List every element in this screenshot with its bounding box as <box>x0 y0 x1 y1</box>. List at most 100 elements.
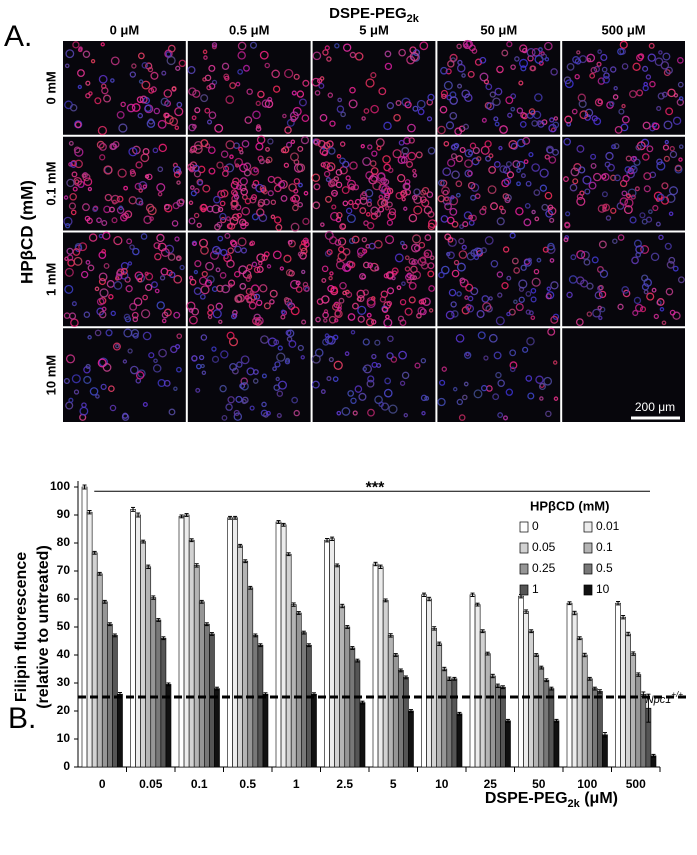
cell <box>439 105 448 114</box>
cell <box>520 112 527 119</box>
cell <box>622 289 631 298</box>
bar <box>392 654 399 768</box>
error-bar <box>485 651 490 656</box>
cell <box>572 178 579 185</box>
cell <box>297 202 303 208</box>
error-bar <box>582 652 587 658</box>
cell <box>113 281 123 290</box>
cell <box>311 380 320 389</box>
cell <box>351 235 360 244</box>
bar <box>117 693 123 768</box>
cell <box>653 313 659 320</box>
cell <box>234 295 242 303</box>
cell <box>518 58 529 68</box>
cell <box>322 338 330 346</box>
panel-label: A. <box>4 20 32 53</box>
cell <box>135 371 145 380</box>
panel-header: DSPE-PEG2k <box>329 5 420 25</box>
error-bar <box>296 611 301 615</box>
cell <box>206 119 213 125</box>
cell <box>291 396 299 404</box>
cell <box>344 351 350 357</box>
cell <box>388 207 397 216</box>
cell <box>176 198 185 207</box>
cell <box>161 318 167 324</box>
cell <box>476 156 482 162</box>
cell <box>663 69 671 77</box>
cell <box>69 103 78 112</box>
cell <box>225 403 233 411</box>
bar <box>359 702 366 768</box>
micrograph <box>562 232 685 327</box>
cell <box>259 284 268 293</box>
cell <box>513 267 521 274</box>
cell <box>333 360 343 370</box>
cell <box>286 301 293 308</box>
cell <box>576 196 586 206</box>
cell <box>82 50 91 58</box>
cell <box>467 170 473 177</box>
cell <box>171 86 177 92</box>
cell <box>255 142 264 151</box>
bar <box>86 511 93 768</box>
cell <box>643 172 652 181</box>
cell <box>202 49 208 55</box>
cell <box>387 211 397 221</box>
bar <box>469 594 476 768</box>
cell <box>404 266 411 272</box>
cell <box>392 149 402 159</box>
cell <box>158 348 167 358</box>
cell <box>255 125 262 132</box>
bar <box>505 720 511 768</box>
bar <box>581 654 588 768</box>
cell <box>503 177 512 186</box>
cell <box>284 126 292 134</box>
cell <box>217 235 224 242</box>
cell <box>378 401 384 408</box>
cell <box>443 140 450 147</box>
cell <box>371 353 377 360</box>
cell <box>590 153 597 160</box>
cell <box>368 242 376 250</box>
cell <box>219 272 227 279</box>
cell <box>110 78 115 83</box>
cell <box>118 123 128 133</box>
cell <box>534 216 540 222</box>
cell <box>413 195 422 205</box>
cell <box>69 193 77 201</box>
cell <box>546 146 554 154</box>
bar <box>479 630 486 768</box>
cell <box>661 182 669 190</box>
cell <box>386 352 394 360</box>
cell <box>211 346 217 352</box>
cell <box>664 139 669 145</box>
cell <box>216 161 224 169</box>
cell <box>470 214 477 222</box>
cell <box>404 307 413 316</box>
row-axis-label: HPβCD (mM) <box>17 180 36 284</box>
cell <box>301 319 307 325</box>
cell <box>135 161 143 169</box>
cell <box>500 208 507 215</box>
y-tick-label: 0 <box>63 759 70 773</box>
cell <box>594 98 604 107</box>
cell <box>329 120 336 127</box>
cell <box>527 257 532 263</box>
cell <box>632 309 639 317</box>
cell <box>429 255 435 261</box>
cell <box>564 115 573 124</box>
cell <box>440 179 448 187</box>
cell <box>159 275 166 281</box>
cell <box>188 200 194 206</box>
cell <box>408 137 415 144</box>
cell <box>377 198 387 208</box>
cell <box>522 136 531 145</box>
cell <box>88 233 98 242</box>
cell <box>174 125 180 131</box>
x-tick-label: 2.5 <box>336 777 353 791</box>
bar <box>630 653 637 768</box>
cell <box>339 281 347 290</box>
error-bar <box>136 512 141 518</box>
cell <box>396 285 402 291</box>
cell <box>641 218 648 225</box>
